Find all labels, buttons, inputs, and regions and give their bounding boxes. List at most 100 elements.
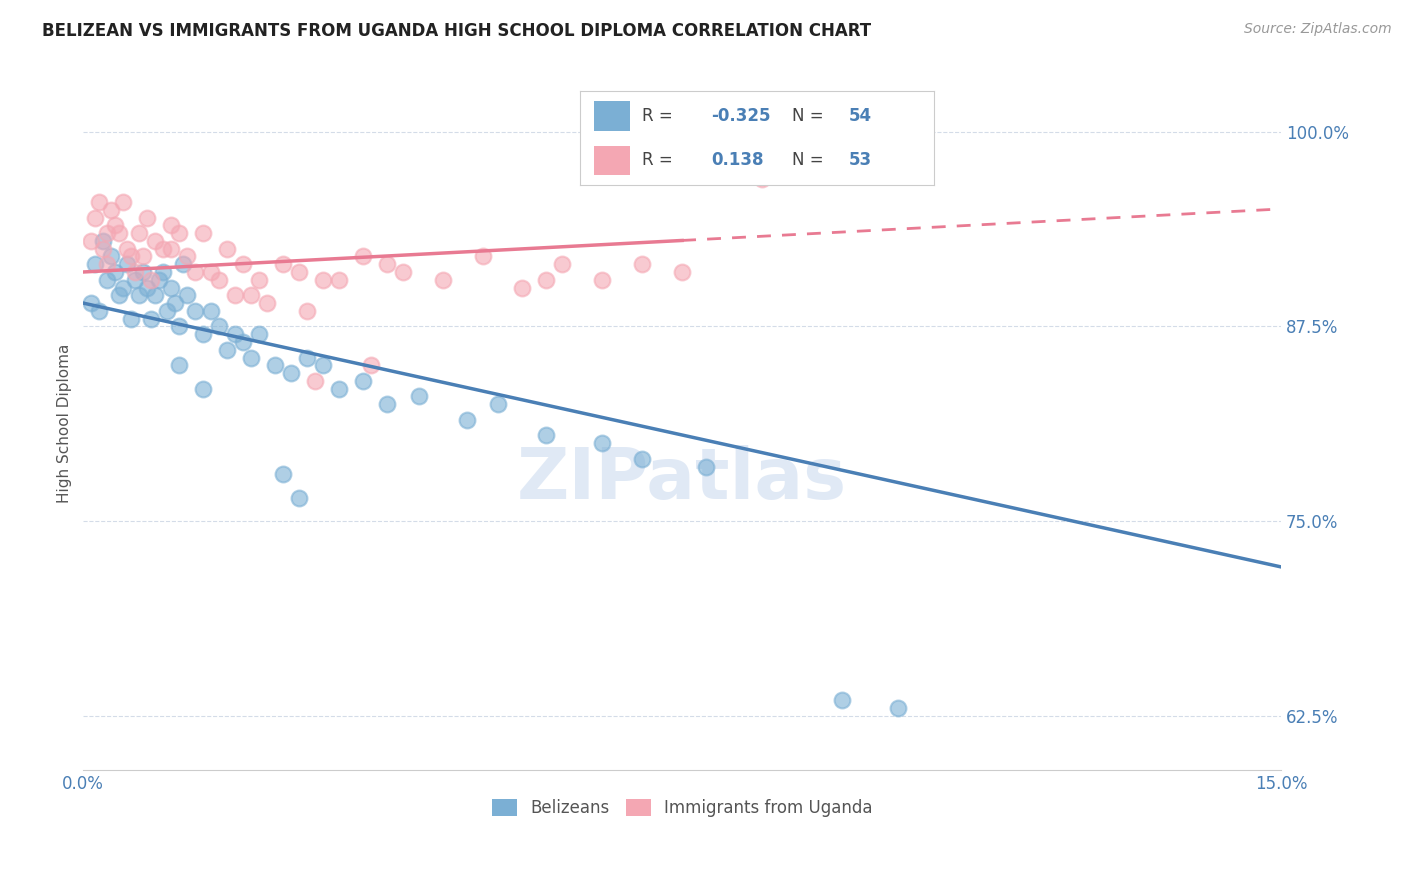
Point — [167, 226, 190, 240]
Point — [104, 265, 127, 279]
Point — [232, 257, 254, 271]
Point — [96, 257, 118, 271]
Point — [184, 265, 207, 279]
Point — [271, 467, 294, 482]
Point — [108, 226, 131, 240]
Point — [375, 397, 398, 411]
Point — [143, 288, 166, 302]
Text: Source: ZipAtlas.com: Source: ZipAtlas.com — [1244, 22, 1392, 37]
Point — [156, 304, 179, 318]
Point — [115, 242, 138, 256]
Point — [172, 257, 194, 271]
Point — [247, 327, 270, 342]
Point — [124, 273, 146, 287]
Point — [551, 257, 574, 271]
Point — [136, 211, 159, 225]
Legend: Belizeans, Immigrants from Uganda: Belizeans, Immigrants from Uganda — [485, 792, 879, 824]
Point — [271, 257, 294, 271]
Point — [91, 242, 114, 256]
Y-axis label: High School Diploma: High School Diploma — [58, 344, 72, 503]
Point — [84, 211, 107, 225]
Point — [208, 273, 231, 287]
Point — [352, 249, 374, 263]
Point — [141, 311, 163, 326]
Point — [232, 334, 254, 349]
Point — [886, 700, 908, 714]
Point — [456, 413, 478, 427]
Point — [328, 273, 350, 287]
Point — [208, 319, 231, 334]
Point — [264, 359, 287, 373]
Point — [100, 202, 122, 217]
Point — [215, 343, 238, 357]
Point — [124, 265, 146, 279]
Point — [831, 693, 853, 707]
Point — [176, 249, 198, 263]
Point — [312, 359, 335, 373]
Point — [191, 327, 214, 342]
Point — [152, 265, 174, 279]
Point — [391, 265, 413, 279]
Point — [631, 257, 654, 271]
Point — [247, 273, 270, 287]
Point — [536, 273, 558, 287]
Point — [200, 304, 222, 318]
Point — [89, 304, 111, 318]
Point — [304, 374, 326, 388]
Point — [280, 366, 302, 380]
Point — [631, 451, 654, 466]
Point — [143, 234, 166, 248]
Point — [312, 273, 335, 287]
Point — [91, 234, 114, 248]
Point — [671, 265, 693, 279]
Point — [295, 351, 318, 365]
Point — [160, 242, 183, 256]
Point — [512, 280, 534, 294]
Point — [128, 226, 150, 240]
Point — [591, 273, 613, 287]
Point — [132, 265, 155, 279]
Point — [80, 296, 103, 310]
Point — [360, 359, 382, 373]
Point — [89, 194, 111, 209]
Point — [591, 436, 613, 450]
Point — [96, 273, 118, 287]
Point — [184, 304, 207, 318]
Point — [432, 273, 454, 287]
Point — [136, 280, 159, 294]
Point — [471, 249, 494, 263]
Point — [141, 273, 163, 287]
Point — [108, 288, 131, 302]
Point — [120, 311, 142, 326]
Point — [224, 288, 246, 302]
Point — [100, 249, 122, 263]
Point — [328, 382, 350, 396]
Point — [911, 148, 934, 162]
Point — [288, 265, 311, 279]
Point — [695, 459, 717, 474]
Point — [256, 296, 278, 310]
Point — [191, 226, 214, 240]
Point — [115, 257, 138, 271]
Point — [120, 249, 142, 263]
Point — [239, 288, 262, 302]
Point — [132, 249, 155, 263]
Point — [295, 304, 318, 318]
Point — [488, 397, 510, 411]
Point — [751, 171, 773, 186]
Point — [239, 351, 262, 365]
Point — [408, 389, 430, 403]
Point — [176, 288, 198, 302]
Point — [215, 242, 238, 256]
Point — [224, 327, 246, 342]
Point — [167, 359, 190, 373]
Point — [84, 257, 107, 271]
Point — [352, 374, 374, 388]
Point — [148, 273, 170, 287]
Text: ZIPatlas: ZIPatlas — [517, 444, 848, 514]
Point — [104, 219, 127, 233]
Point — [112, 194, 135, 209]
Point — [128, 288, 150, 302]
Point — [96, 226, 118, 240]
Point — [80, 234, 103, 248]
